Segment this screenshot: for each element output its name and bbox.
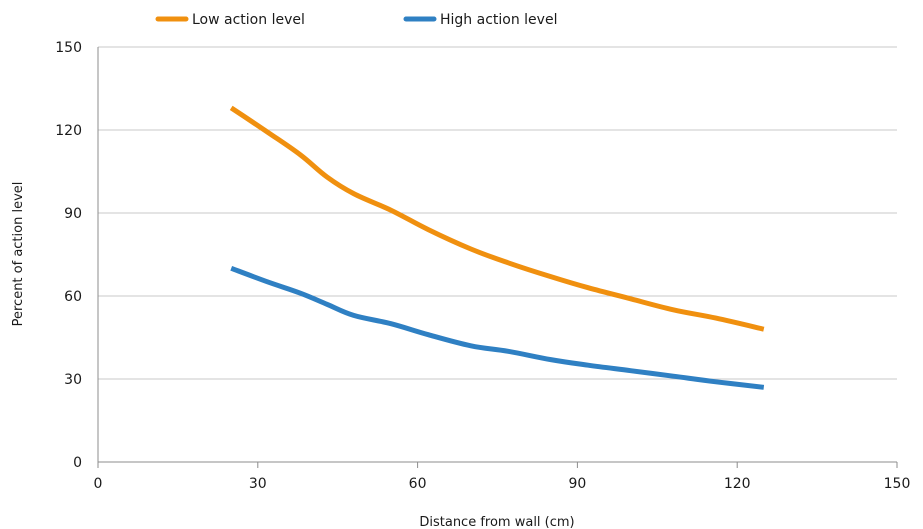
y-tick-label: 30	[64, 372, 82, 388]
axes	[97, 47, 897, 463]
y-axis-title: Percent of action level	[11, 182, 26, 327]
legend-label-low-action-level: Low action level	[192, 12, 305, 28]
y-tick-label: 120	[55, 123, 82, 139]
y-tick-label: 0	[73, 455, 82, 471]
series-line-low-action-level	[229, 105, 765, 332]
x-tick-label: 0	[94, 476, 103, 492]
legend-label-high-action-level: High action level	[440, 12, 557, 28]
gridlines	[98, 46, 897, 380]
x-tick-label: 150	[884, 476, 911, 492]
x-tick-label: 60	[409, 476, 427, 492]
y-axis-ticks: 0 30 60 90 120 150	[55, 40, 82, 471]
y-tick-label: 90	[64, 206, 82, 222]
x-tick-label: 90	[568, 476, 586, 492]
x-tick-label: 30	[249, 476, 267, 492]
x-axis-title: Distance from wall (cm)	[419, 515, 574, 529]
x-tick-label: 120	[724, 476, 751, 492]
series-lines	[229, 105, 765, 390]
y-tick-label: 150	[55, 40, 82, 56]
series-line-high-action-level	[230, 265, 765, 390]
x-axis-ticks: 0 30 60 90 120 150	[94, 462, 911, 492]
legend: Low action level High action level	[155, 12, 557, 28]
y-tick-label: 60	[64, 289, 82, 305]
